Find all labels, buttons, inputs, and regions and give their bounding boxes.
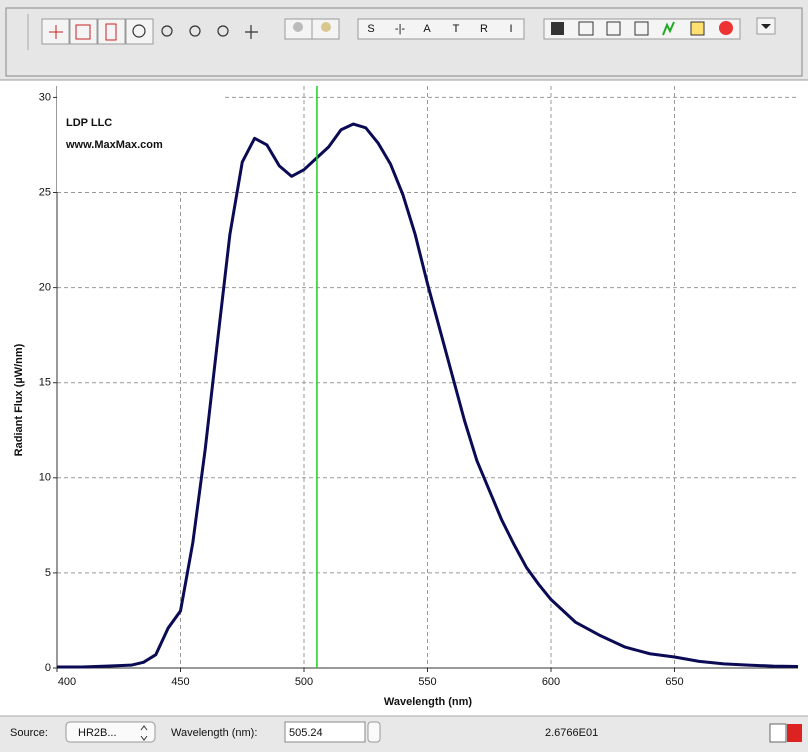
tool-button[interactable] — [69, 18, 98, 45]
x-tick-label: 400 — [58, 676, 76, 688]
letter-button[interactable]: T — [453, 23, 460, 35]
peak-button[interactable] — [769, 723, 787, 743]
zoom-reset[interactable] — [217, 25, 229, 37]
tool-button[interactable] — [125, 18, 154, 45]
wavelength-spinner[interactable] — [367, 721, 381, 743]
y-tick-label: 30 — [39, 91, 51, 103]
pan[interactable] — [245, 25, 258, 39]
y-tick-label: 0 — [45, 662, 51, 674]
icon — [132, 24, 146, 38]
icon — [761, 24, 771, 29]
source-label: Source: — [10, 727, 48, 739]
x-tick-label: 600 — [542, 676, 560, 688]
source-value: HR2B... — [78, 727, 117, 739]
logo-box — [57, 86, 225, 192]
wavelength-value: 505.24 — [289, 727, 323, 739]
toolbar-group-1 — [41, 18, 154, 45]
export-button[interactable] — [690, 21, 705, 36]
logo-url: www.MaxMax.com — [65, 139, 163, 151]
icon — [49, 25, 63, 39]
icon — [75, 24, 91, 40]
logo-title: LDP LLC — [66, 117, 112, 129]
y-tick-label: 25 — [39, 186, 51, 198]
y-tick-label: 5 — [45, 567, 51, 579]
icon — [321, 22, 331, 32]
x-tick-label: 450 — [171, 676, 189, 688]
icon — [105, 23, 117, 41]
copy-data-button[interactable] — [634, 21, 649, 36]
y-tick-label: 10 — [39, 472, 51, 484]
button-icon: -|- — [395, 23, 406, 35]
x-tick-label: 550 — [418, 676, 436, 688]
letter-button-group — [357, 18, 525, 40]
letter-button[interactable]: R — [480, 23, 488, 35]
y-tick-label: 20 — [39, 282, 51, 294]
zoom-tools — [161, 25, 258, 39]
print-button[interactable] — [578, 21, 594, 36]
zoom-out[interactable] — [189, 25, 201, 37]
y-tick-label: 15 — [39, 377, 51, 389]
toolbar-frame — [5, 7, 803, 77]
spectrum-line — [57, 122, 799, 669]
wavelength-input[interactable] — [284, 721, 366, 743]
wavelength-label: Wavelength (nm): — [171, 727, 257, 739]
readout: 2.6766E01 — [545, 727, 598, 739]
letter-button[interactable]: I — [509, 23, 512, 35]
zoom-in[interactable] — [161, 25, 173, 37]
dropdown-arrows — [140, 725, 148, 741]
letter-button[interactable]: A — [423, 23, 431, 35]
icon — [293, 22, 303, 32]
x-axis-title: Wavelength (nm) — [384, 696, 473, 708]
fit-button[interactable] — [662, 21, 675, 36]
save-button[interactable] — [551, 22, 564, 35]
source-dropdown[interactable] — [65, 721, 156, 743]
copy-button[interactable] — [606, 21, 621, 36]
y-axis-title: Radiant Flux (µW/nm) — [13, 343, 25, 456]
tool-button[interactable] — [97, 18, 126, 45]
close-button[interactable] — [719, 21, 733, 35]
toolbar-group-3 — [543, 17, 776, 40]
close-status-button[interactable] — [787, 724, 802, 742]
x-tick-label: 500 — [295, 676, 313, 688]
letter-button[interactable]: S — [367, 23, 374, 35]
plot: 0 5 10 15 20 25 30 400 450 500 550 600 650 — [39, 86, 799, 688]
x-tick-label: 650 — [665, 676, 683, 688]
